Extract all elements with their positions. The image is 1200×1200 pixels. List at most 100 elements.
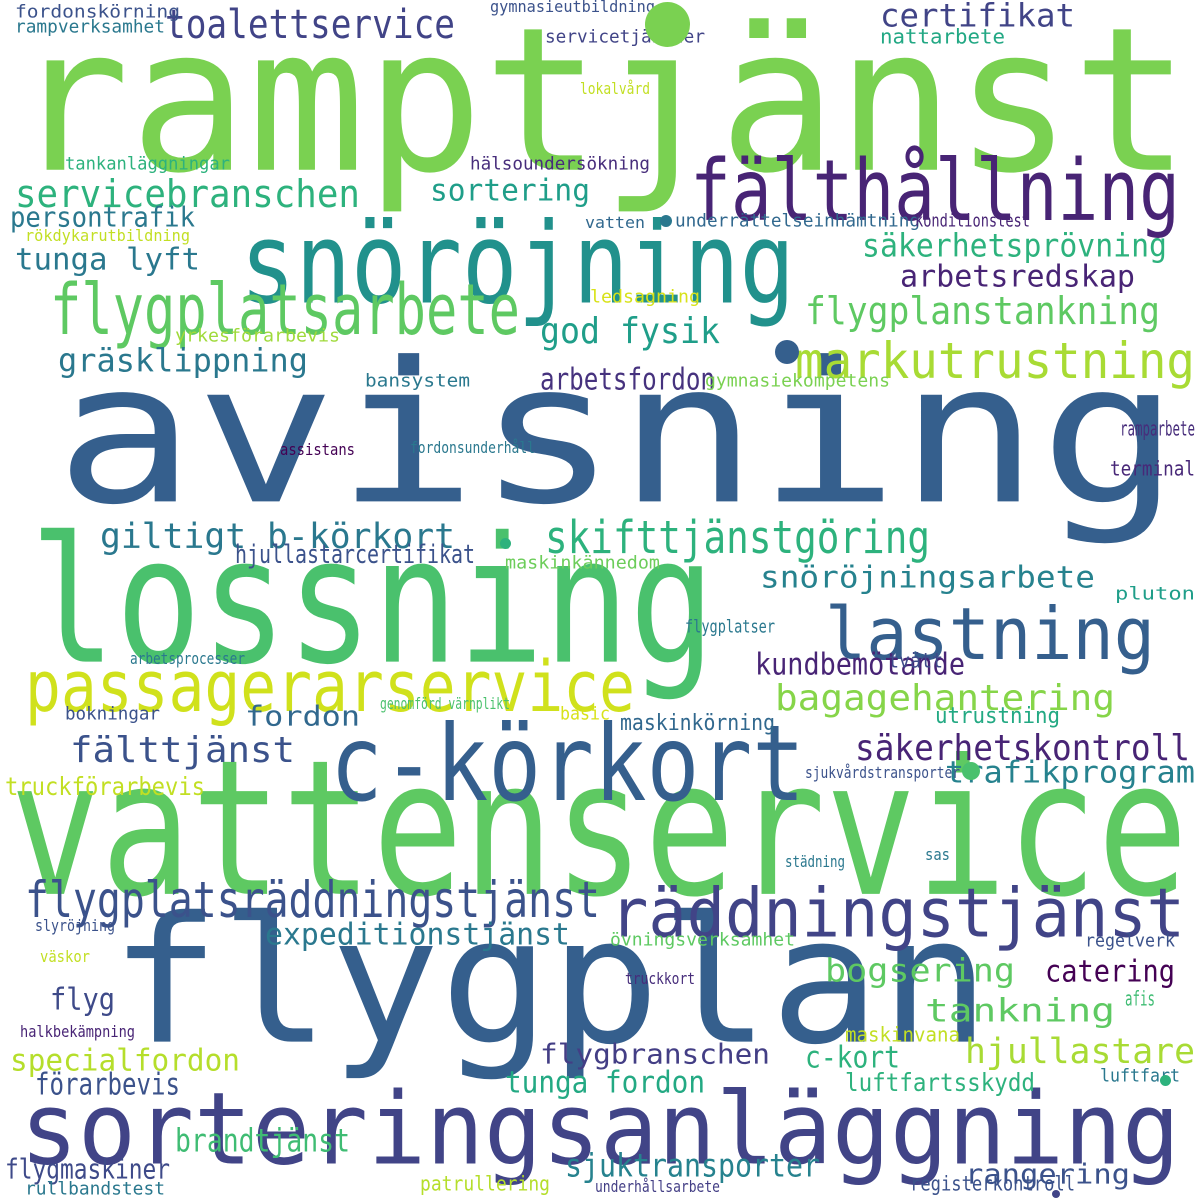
- word-konditionstest: konditionstest: [915, 209, 1030, 231]
- word-tankning: tankning: [925, 991, 1115, 1030]
- word-forarbevis: förarbevis: [35, 1067, 180, 1103]
- word-flygbranschen: flygbranschen: [540, 1037, 770, 1070]
- decorative-dot: [645, 2, 690, 47]
- word-underhallsarbete: underhållsarbete: [595, 1178, 720, 1197]
- word-bokningar: bokningar: [65, 702, 160, 724]
- word-flygplatsarbete: flygplatsarbete: [50, 269, 520, 351]
- word-c-korkort: c-körkort: [330, 703, 805, 826]
- word-flygmaskiner: flygmaskiner: [5, 1152, 170, 1185]
- word-passagerarservice: passagerarservice: [25, 646, 635, 728]
- decorative-dot: [1160, 1075, 1171, 1086]
- word-falttjanst: fälttjänst: [70, 728, 295, 771]
- word-gymnasieutbildning: gymnasieutbildning: [490, 0, 655, 17]
- word-c-kort: c-kort: [805, 1040, 900, 1076]
- word-underrattelseinhamtning: underrättelseinhämtning: [675, 209, 920, 231]
- word-bansystem: bansystem: [365, 369, 470, 391]
- word-skifttjanstgoring: skifttjänstgöring: [545, 510, 930, 564]
- word-markutrustning: markutrustning: [795, 331, 1195, 391]
- word-sortering: sortering: [430, 173, 590, 209]
- word-slyrojning: slyröjning: [35, 917, 115, 936]
- word-catering: catering: [1045, 954, 1175, 990]
- word-stadning: städning: [785, 853, 845, 872]
- word-sorteringsanlaggning: sorteringsanläggning: [20, 1071, 1180, 1188]
- word-kundbemotande: kundbemötande: [755, 647, 965, 683]
- word-flygplatser: flygplatser: [685, 615, 775, 637]
- word-persontrafik: persontrafik: [10, 200, 195, 233]
- word-expeditionstjanst: expeditionstjänst: [265, 917, 570, 953]
- decorative-dot: [962, 762, 980, 780]
- word-ledsagning: ledsagning: [590, 285, 700, 307]
- word-specialfordon: specialfordon: [10, 1043, 241, 1079]
- word-rullbandstest: rullbandstest: [25, 1177, 165, 1199]
- word-lossning: lossning: [30, 500, 715, 704]
- word-luftfartsskydd: luftfartsskydd: [845, 1068, 1035, 1098]
- word-arbetsprocesser: arbetsprocesser: [130, 650, 245, 669]
- word-genomford-varnplikt: genomförd värnplikt: [380, 695, 510, 714]
- word-ramptjanst: ramptjänst: [12, 0, 1190, 218]
- word-halkbekampning: halkbekämpning: [20, 1023, 135, 1042]
- word-utrustning: utrustning: [935, 702, 1060, 729]
- word-vattenservice: vattenservice: [10, 719, 1188, 939]
- word-vaskor: väskor: [40, 948, 90, 967]
- word-snorojningsarbete: snöröjningsarbete: [760, 560, 1095, 596]
- word-bogsering: bogsering: [825, 951, 1015, 990]
- word-rampverksamhet: rampverksamhet: [15, 15, 165, 37]
- word-registerkontroll: registerkontroll: [910, 1172, 1075, 1197]
- word-ovningsverksamhet: övningsverksamhet: [610, 928, 795, 950]
- word-sjukvardstransporter: sjukvårdstransporter: [805, 764, 960, 783]
- word-sas: sas: [925, 846, 950, 865]
- word-toalettservice: toalettservice: [165, 2, 455, 49]
- word-assistans: assistans: [280, 441, 355, 460]
- word-god-fysik: god fysik: [540, 309, 720, 352]
- word-raddningstjanst: räddningstjänst: [610, 874, 1185, 954]
- word-sakerhetsprovning: säkerhetsprövning: [862, 226, 1167, 265]
- word-fordonsunderhall: fordonsunderhåll: [410, 439, 535, 458]
- word-sakerhetskontroll: säkerhetskontroll: [855, 726, 1190, 769]
- word-brandtjanst: brandtjänst: [175, 1121, 350, 1160]
- word-gymnasiekompetens: gymnasiekompetens: [705, 369, 890, 391]
- word-terminal: terminal: [1110, 457, 1195, 482]
- word-certifikat: certifikat: [880, 0, 1075, 35]
- word-ramparbete: ramparbete: [1120, 417, 1195, 442]
- decorative-dot: [1052, 1190, 1060, 1198]
- decorative-dot: [500, 538, 511, 549]
- word-tunga-fordon: tunga fordon: [505, 1065, 705, 1101]
- decorative-dot: [660, 215, 672, 227]
- word-trafikprogram: trafikprogram: [945, 755, 1195, 791]
- word-fordon: fordon: [245, 699, 360, 732]
- word-vatten: vatten: [585, 214, 645, 233]
- word-tunga-lyft: tunga lyft: [15, 242, 200, 278]
- word-afis: afis: [1125, 987, 1155, 1012]
- word-giltigt-b-korkort: giltigt b-körkort: [100, 516, 455, 557]
- word-servicebranschen: servicebranschen: [15, 172, 360, 218]
- word-grasklippning: gräsklippning: [58, 341, 308, 380]
- word-maskinvana: maskinvana: [845, 1023, 960, 1048]
- decorative-dot: [775, 340, 799, 364]
- word-nattarbete: nattarbete: [880, 25, 1005, 50]
- word-arbetsfordon: arbetsfordon: [540, 362, 715, 398]
- word-truckforarbevis: truckförarbevis: [5, 772, 205, 802]
- word-flyg: flyg: [50, 982, 115, 1018]
- word-rangering: rangering: [965, 1157, 1130, 1190]
- word-bagagehantering: bagagehantering: [775, 676, 1115, 719]
- word-truckkort: truckkort: [625, 970, 695, 989]
- word-lokalvard: lokalvård: [580, 80, 650, 99]
- word-arbetsredskap: arbetsredskap: [900, 259, 1135, 295]
- word-flygplan: flygplan: [110, 880, 990, 1084]
- word-fordonskorning: fordonskörning: [15, 0, 180, 22]
- word-falthallning: fälthållning: [690, 142, 1180, 242]
- word-maskinkannedom: maskinkännedom: [505, 551, 660, 573]
- word-lastning: lastning: [825, 593, 1155, 677]
- word-tvatt: tvätt: [888, 649, 943, 674]
- word-hjullastarcertifikat: hjullastarcertifikat: [235, 538, 475, 570]
- word-avisning: avisning: [55, 321, 1180, 548]
- word-regelverk: regelverk: [1085, 929, 1175, 951]
- word-hjullastare: hjullastare: [965, 1031, 1195, 1072]
- word-rokdykarutbildning: rökdykarutbildning: [25, 227, 190, 246]
- word-flygplatsraddningstjanst: flygplatsräddningstjänst: [25, 870, 600, 930]
- word-snorojning: snöröjning: [240, 197, 795, 330]
- word-basic: basic: [560, 702, 610, 724]
- word-patrullering: patrullering: [420, 1172, 550, 1197]
- word-halsoundersokning: hälsoundersökning: [470, 152, 650, 174]
